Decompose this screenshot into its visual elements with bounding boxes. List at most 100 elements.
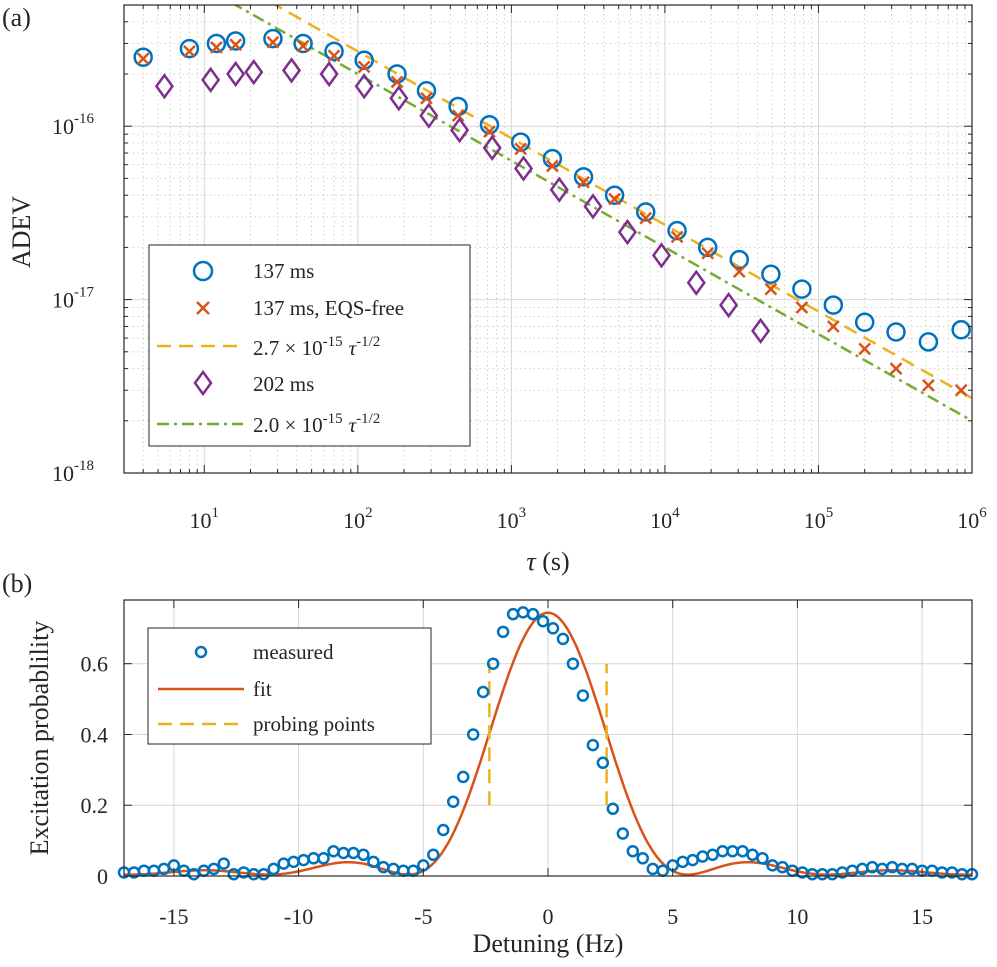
b-x-tick-label: 15 [911, 904, 933, 929]
adev-137ms-eqs-free-point [210, 40, 223, 54]
adev-137ms-eqs-free-point [420, 91, 433, 105]
adev-202ms-point [549, 176, 569, 203]
b-y-tick-label: 0 [97, 864, 108, 889]
tick-base: 10 [52, 114, 74, 139]
panel-a-legend: 137 ms 137 ms, EQS-free 2.7 × 10-15 τ-1/2… [148, 244, 471, 447]
measured-point [207, 862, 221, 876]
legend-label-fit: fit [253, 677, 272, 701]
a-y-tick-label: 10-18 [52, 458, 94, 486]
b-y-tick-label: 0.6 [81, 652, 109, 677]
adev-202ms-point [513, 155, 534, 182]
panel-b-x-axis-label: Detuning (Hz) [473, 929, 624, 958]
panel-a-plot-area [133, 5, 972, 422]
legend-fit-2-7-base: 2.7 × 10 [253, 336, 323, 360]
b-x-tick-label: -15 [159, 904, 188, 929]
adev-137ms-point [604, 185, 625, 205]
adev-137ms-point [951, 320, 971, 340]
legend-fit-2-0-exp: -15 [323, 411, 343, 427]
adev-137ms-point [263, 28, 283, 49]
measured-point [636, 852, 650, 865]
measured-point [536, 614, 550, 628]
measured-point [257, 867, 270, 881]
measured-point [606, 802, 620, 816]
measured-point [456, 770, 470, 784]
legend-fit-2-7-tau-exp: -1/2 [356, 334, 380, 350]
adev-202ms-point [719, 291, 739, 319]
adev-137ms-point [573, 167, 594, 187]
adev-137ms-point [729, 249, 750, 270]
adev-202ms-point [226, 60, 246, 88]
measured-point [357, 848, 370, 862]
adev-202ms-point [482, 134, 502, 161]
measured-point [367, 855, 380, 869]
adev-137ms-point [792, 279, 812, 299]
b-x-tick-label: 5 [667, 904, 678, 929]
tick-base: 10 [190, 508, 212, 533]
fit-curve [124, 611, 972, 876]
b-x-tick-label: 10 [786, 904, 808, 929]
b-x-tick-label: -10 [284, 904, 313, 929]
measured-point [566, 657, 580, 670]
panel-a-frame [123, 4, 973, 474]
adev-137ms-eqs-free-point [266, 35, 280, 49]
legend-fit-2-7-exp: -15 [323, 334, 343, 350]
a-x-tick-label: 106 [957, 505, 987, 533]
adev-137ms-point [635, 202, 656, 222]
legend-label-probing-points: probing points [253, 712, 375, 736]
adev-137ms-point [179, 38, 200, 59]
adev-137ms-eqs-free-point [357, 60, 371, 74]
legend-marker-202ms [193, 369, 213, 397]
tick-exponent: -17 [74, 285, 94, 301]
tick-base: 10 [52, 461, 74, 486]
tick-base: 10 [650, 508, 672, 533]
adev-137ms-point [854, 312, 875, 333]
legend-fit-2-7-tau: τ [349, 336, 358, 360]
legend-marker-137ms [192, 260, 214, 282]
adev-202ms-point [319, 60, 339, 88]
panel-b-legend-box [147, 627, 432, 745]
adev-137ms-eqs-free-point [608, 192, 621, 206]
panel-a-x-axis-label: τ (s) [526, 547, 569, 576]
adev-137ms-eqs-free-point [922, 379, 935, 392]
measured-point [486, 657, 500, 670]
adev-137ms-point [324, 41, 344, 62]
measured-point [427, 848, 440, 862]
adev-137ms-eqs-free-point [451, 109, 465, 123]
adev-202ms-point [583, 193, 603, 220]
adev-137ms-eqs-free-point [639, 211, 653, 225]
adev-137ms-eqs-free-point [795, 301, 809, 314]
tick-exponent: 3 [519, 505, 527, 521]
a-x-tick-label: 102 [343, 505, 373, 533]
panel-b: -15 -10 -5 0 5 10 15 0 0.2 0.4 0.6 Excitation prob… [25, 599, 979, 958]
measured-point [496, 625, 510, 639]
legend-label-fit-2-0: 2.0 × 10-15 τ-1/2 [253, 411, 380, 437]
adev-137ms-eqs-free-point [732, 265, 746, 279]
adev-137ms-eqs-free-point [826, 320, 840, 333]
adev-137ms-eqs-free-point [183, 45, 196, 58]
measured-point [596, 756, 610, 770]
tick-exponent: -18 [74, 458, 94, 474]
legend-label-137ms: 137 ms [253, 259, 314, 283]
measured-point [576, 689, 590, 702]
legend-label-202ms: 202 ms [253, 372, 314, 396]
fit-line-2-0 [233, 5, 972, 422]
adev-202ms-point [419, 102, 439, 129]
adev-202ms-point [686, 269, 706, 296]
adev-137ms-point [823, 295, 844, 315]
legend-marker-measured [194, 645, 208, 659]
measured-point [476, 685, 490, 699]
tau-symbol: τ [526, 547, 537, 576]
adev-137ms-point [667, 220, 687, 241]
legend-label-137ms-eqs-free: 137 ms, EQS-free [253, 296, 404, 320]
measured-point [267, 862, 280, 876]
adev-137ms-point [354, 50, 374, 71]
tick-base: 10 [497, 508, 519, 533]
b-y-tick-label: 0.2 [81, 793, 109, 818]
adev-137ms-point [133, 47, 153, 67]
measured-point [217, 857, 231, 870]
adev-202ms-point [354, 73, 374, 100]
measured-point [586, 738, 600, 752]
tick-exponent: 1 [212, 505, 220, 521]
